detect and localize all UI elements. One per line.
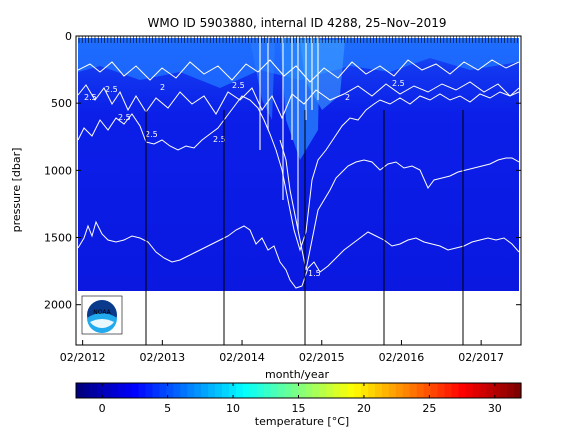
x-axis: 02/2012 02/2013 02/2014 02/2015 02/2016 02/20… (60, 340, 504, 364)
colorbar-tick-label: 0 (99, 402, 106, 415)
colorbar: 0 5 10 15 20 25 30 (75, 382, 522, 415)
x-tick-label: 02/2015 (299, 351, 345, 364)
isotherm-label: 2.5 (118, 113, 131, 122)
noaa-logo-text: NOAA (93, 309, 111, 316)
colorbar-tick-label: 30 (488, 402, 502, 415)
colorbar-label: temperature [°C] (255, 415, 349, 428)
colorbar-tick-label: 25 (422, 402, 436, 415)
colorbar-tick-label: 10 (226, 402, 240, 415)
isotherm-label: 2 (345, 93, 350, 102)
x-tick-label: 02/2013 (139, 351, 185, 364)
isotherm-label: 2.5 (84, 93, 97, 102)
colorbar-tick-label: 15 (292, 402, 306, 415)
isotherm-label: 2 (160, 83, 165, 92)
y-tick-label: 2000 (44, 299, 72, 312)
y-tick-label: 500 (51, 97, 72, 110)
x-tick-label: 02/2014 (219, 351, 265, 364)
isotherm-label: 2.5 (213, 135, 226, 144)
x-tick-label: 02/2017 (458, 351, 504, 364)
colorbar-tick-label: 20 (357, 402, 371, 415)
x-axis-label: month/year (265, 368, 329, 381)
y-axis: 0 500 1000 1500 2000 (44, 30, 521, 312)
y-tick-label: 1000 (44, 164, 72, 177)
isotherm-label: 2.5 (232, 81, 245, 90)
isotherm-label: 2.5 (145, 130, 158, 139)
x-tick-label: 02/2016 (379, 351, 425, 364)
y-tick-label: 0 (65, 30, 72, 43)
isotherm-label: 1.5 (308, 269, 321, 278)
profile-ticks (78, 36, 518, 43)
plot-frame (75, 35, 522, 346)
noaa-logo: NOAA (81, 295, 123, 335)
chart-title: WMO ID 5903880, internal ID 4288, 25–Nov… (148, 16, 447, 30)
isotherm-label: 2.5 (392, 79, 405, 88)
colorbar-tick-label: 5 (164, 402, 171, 415)
isotherm-label: 2.5 (105, 85, 118, 94)
x-tick-label: 02/2012 (60, 351, 106, 364)
year-lines (145, 110, 464, 345)
temperature-field: 2.5 2.5 2.5 2.5 2.5 2.5 2 2 2.5 1.5 (78, 38, 519, 291)
y-axis-label: pressure [dbar] (10, 148, 23, 233)
y-tick-label: 1500 (44, 232, 72, 245)
